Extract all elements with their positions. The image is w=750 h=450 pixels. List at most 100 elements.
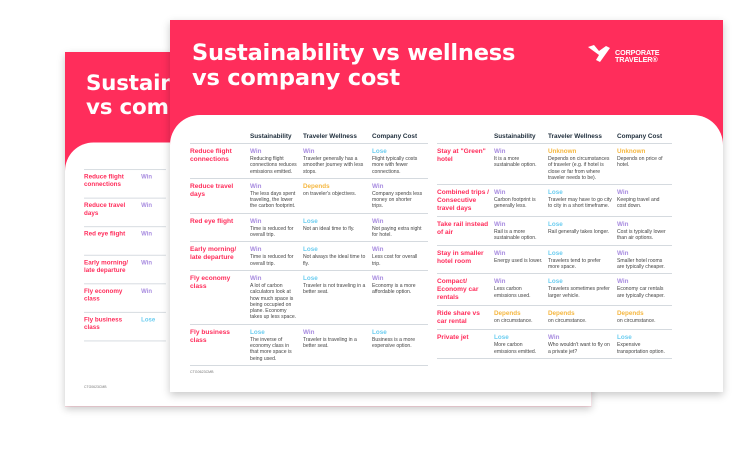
row-label: Fly economy class [84,288,123,303]
status-lose: Lose [548,249,563,257]
cell-text: More carbon emissions emitted. [494,342,537,355]
status-win: Win [372,217,384,225]
cell-text: Flight typically costs more with fewer c… [372,156,418,175]
status-depends: Depends [494,310,521,318]
row-label: Red eye flight [84,230,126,238]
table-cell: Depends on circumstance. [617,310,672,326]
column-header: Company Cost [372,133,418,140]
table-cell: Win It is a more sustainable option. [494,148,548,181]
table-cell: Lose Business is a more expensive option. [372,329,428,362]
table-row: Reduce travel days Win The less days spent… [190,179,428,214]
cell-text: Smaller hotel rooms are typically cheape… [617,257,665,271]
status-lose: Lose [303,217,318,225]
table-cell: Lose Travelers sometimes prefer larger ve… [548,278,617,302]
table-cell: Lose Expensive transportation option. [617,334,672,355]
status-win: Win [494,148,506,155]
status-lose: Lose [548,278,563,286]
table-cell: Depends on circumstance. [494,310,548,326]
status-lose: Lose [372,328,387,336]
corporate-traveler-logo: CORPORATE TRAVELER® [588,45,660,67]
table-cell: Lose Traveler may have to go city to city… [548,189,617,213]
cell-text: A lot of carbon calculators look at how … [250,282,297,321]
table-row: Stay at "Green" hotel Win It is a more sus… [437,144,672,186]
cell-text: The less days spent traveling, the lower… [250,190,296,210]
right-rows-table: Sustainability Traveler Wellness Company C… [437,132,672,359]
status-win: Win [372,274,384,282]
table-row: Take rail instead of air Win Rail is a mor… [437,217,672,246]
cell-text: Energy used is lower. [494,257,543,264]
status-win: Win [372,246,384,254]
brand-line-2: TRAVELER® [615,55,658,64]
table-cell: Lose Not always the ideal time to fly. [303,246,372,267]
table-cell: Win Not paying extra night for hotel. [372,218,428,239]
table-cell: Win Rail is a more sustainable option. [494,221,548,242]
table-cell: Lose [141,317,166,338]
header-spacer [437,132,494,143]
status-win: Win [250,217,262,225]
table-cell: Lose Not an ideal time to fly. [303,218,372,239]
cell-text: Keeping travel and cost down. [617,197,660,210]
status-win: Win [548,334,560,342]
table-cell: Win Cost is typically lower than air opti… [617,221,672,242]
table-header: Sustainability Traveler Wellness Company C… [437,132,672,144]
cell-text: Economy car rentals are typically cheape… [617,286,665,299]
status-win: Win [303,148,315,155]
table-row: Reduce travel days Win [84,199,166,228]
cell-text: Traveler may have to go city to city in … [548,197,612,210]
table-cell: Unknown Depends on circumstances of trave… [548,148,617,181]
cell-text: Depends on price of hotel. [617,156,663,169]
cell-text: Less cost for overall trip. [372,254,418,267]
table-cell: Win Less cost for overall trip. [372,246,428,267]
header-spacer [190,132,250,143]
status-unknown: Unknown [548,148,577,155]
status-win: Win [250,148,262,155]
cell-text: on circumstance. [494,318,533,325]
table-cell: Win Who wouldn't want to fly on a private… [548,334,617,355]
status-depends: Depends [303,182,330,190]
cell-text: It is a more sustainable option. [494,156,537,169]
row-label: Private jet [437,334,469,342]
title-line-1: Sustainability vs wellness [192,40,516,66]
status-win: Win [141,259,153,267]
status-win: Win [494,278,506,286]
column-header: Sustainability [494,133,536,140]
table-cell: Win Reducing flight connections reduces e… [250,148,303,175]
status-win: Win [141,202,153,210]
cell-text: Not always the ideal time to fly. [303,254,366,267]
status-lose: Lose [372,148,387,155]
row-label: Ride share vs car rental [437,310,480,326]
status-win: Win [494,249,506,257]
cell-text: Less carbon emissions used. [494,286,531,299]
row-label: Red eye flight [190,217,234,225]
brand-line-1: CORPORATE [615,48,660,57]
row-label: Reduce flight connections [190,148,232,163]
table-row: Reduce flight connections Win [84,170,166,199]
table-row: Reduce flight connections Win Reducing fli… [190,144,428,179]
table-cell: Depends on traveler's objectives. [303,183,372,210]
row-label: Early morning/ late departure [190,246,237,262]
status-win: Win [372,182,384,190]
table-cell: Win Keeping travel and cost down. [617,189,672,213]
cell-text: Time is reduced for overall trip. [250,225,294,239]
row-label: Reduce travel days [84,202,126,217]
column-header: Traveler Wellness [303,133,357,140]
table-cell: Win Economy is a more affordable option. [372,275,428,321]
column-header: Traveler Wellness [548,133,602,140]
title-line-2: vs company cost [192,65,400,91]
footer-code: CTG0623CMB [190,370,214,374]
table-row: Fly economy class Win A lot of carbon calc… [190,271,428,325]
row-label: Combined trips / Consecutive travel days [437,189,490,213]
table-cell: Win Traveler generally has a smoother jou… [303,148,372,175]
cell-text: Traveler is traveling in a better seat. [303,336,357,350]
table-row: Compact/ Economy car rentals Win Less carb… [437,274,672,307]
title-line-1: Sustainability vs wellness [85,71,170,96]
status-win: Win [141,230,153,238]
back-left-table: Reduce flight connections Win Reduce trave… [84,159,166,342]
status-win: Win [250,182,262,190]
table-row: Fly economy class Win [84,284,166,313]
table-cell: Win Economy car rentals are typically che… [617,278,672,302]
status-lose: Lose [303,274,318,282]
